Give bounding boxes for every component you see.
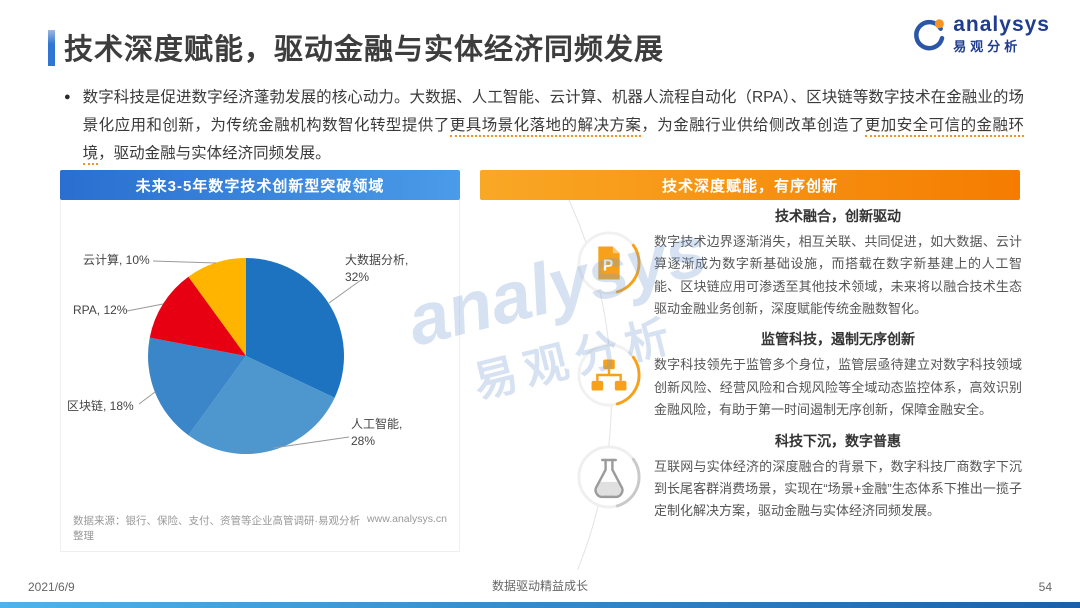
pie-label-bigdata: 大数据分析, 32% xyxy=(345,253,409,285)
pie-chart-svg xyxy=(126,258,362,454)
logo-chinese-name: 易观分析 xyxy=(953,39,1022,55)
section-title: 监管科技，遏制无序创新 xyxy=(761,331,915,348)
pie-slice-大数据分析 xyxy=(246,258,344,398)
section-body: 互联网与实体经济的深度融合的背景下，数字科技厂商数字下沉到长尾客群消费场景，实现… xyxy=(654,458,1022,519)
section-tech-sinking: 科技下沉，数字普惠 互联网与实体经济的深度融合的背景下，数字科技厂商数字下沉到长… xyxy=(576,431,1022,523)
pie-label-ai: 人工智能, 28% xyxy=(351,417,403,449)
analysys-logo-mark-icon xyxy=(914,18,945,50)
pie-chart-panel: 大数据分析, 32% 人工智能, 28% 区块链, 18% RPA, 12% 云… xyxy=(60,200,460,552)
right-sections: P 技术融合，创新驱动 数字技术边界逐渐消失，相互关联、共同促进，如大数据、云计… xyxy=(576,206,1022,532)
bullet-icon: ● xyxy=(64,91,71,103)
section-body: 数字科技领先于监管多个身位，监管层亟待建立对数字科技领域创新风险、经营风险和合规… xyxy=(654,357,1022,418)
network-icon xyxy=(577,343,641,408)
data-source-note: 数据来源：银行、保险、支付、资管等企业高管调研·易观分析整理 xyxy=(73,515,360,542)
section-body: 数字技术边界逐渐消失，相互关联、共同促进，如大数据、云计算逐渐成为数字新基础设施… xyxy=(654,234,1022,317)
left-panel-banner: 未来3-5年数字技术创新型突破领域 xyxy=(60,170,460,200)
pie-slice-人工智能 xyxy=(188,356,335,454)
title-accent-bar xyxy=(48,30,55,66)
intro-text: 数字科技是促进数字经济蓬勃发展的核心动力。大数据、人工智能、云计算、机器人流程自… xyxy=(82,84,1024,168)
intro-block: ● 数字科技是促进数字经济蓬勃发展的核心动力。大数据、人工智能、云计算、机器人流… xyxy=(64,84,1024,168)
section-title: 技术融合，创新驱动 xyxy=(775,208,901,224)
website-link: www.analysys.cn xyxy=(367,513,447,525)
pie-label-cloud: 云计算, 10% xyxy=(83,253,150,267)
footer-date: 2021/6/9 xyxy=(28,580,75,594)
page-title: 技术深度赋能，驱动金融与实体经济同频发展 xyxy=(64,34,665,66)
pie-label-rpa: RPA, 12% xyxy=(73,303,128,317)
flask-icon xyxy=(577,445,641,509)
pie-slice-区块链 xyxy=(148,337,246,436)
section-regtech: 监管科技，遏制无序创新 数字科技领先于监管多个身位，监管层亟待建立对数字科技领域… xyxy=(576,329,1022,421)
pie-label-blockchain: 区块链, 18% xyxy=(67,399,134,413)
document-p-icon: P xyxy=(577,231,641,295)
pie-leader-lines xyxy=(126,260,362,449)
section-title: 科技下沉，数字普惠 xyxy=(775,432,901,449)
svg-text:P: P xyxy=(603,258,613,275)
footer-slogan: 数据驱动精益成长 xyxy=(491,579,588,593)
pie-slice-RPA xyxy=(149,276,246,356)
logo-wordmark: analysys xyxy=(953,13,1050,36)
section-tech-fusion: P 技术融合，创新驱动 数字技术边界逐渐消失，相互关联、共同促进，如大数据、云计… xyxy=(576,206,1022,320)
pie-slice-云计算 xyxy=(188,258,246,356)
pie-chart: 大数据分析, 32% 人工智能, 28% 区块链, 18% RPA, 12% 云… xyxy=(61,204,461,512)
right-panel-banner: 技术深度赋能，有序创新 xyxy=(480,170,1020,200)
page-number: 54 xyxy=(1038,580,1052,594)
analysys-logo: analysys 易观分析 xyxy=(911,13,1050,55)
bottom-accent-bar xyxy=(0,602,1080,608)
